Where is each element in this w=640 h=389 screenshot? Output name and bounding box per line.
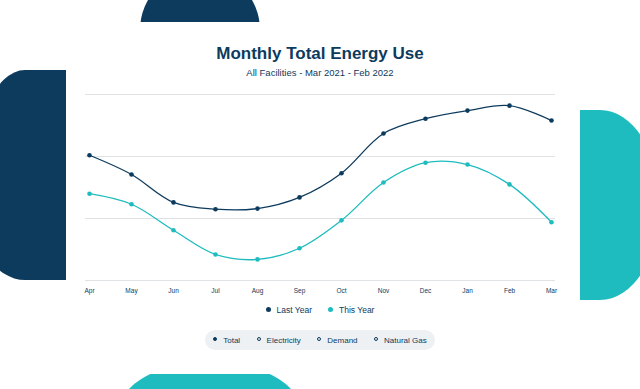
html-text:Monthly Total Energy Use: Monthly Total Energy Use (216, 44, 424, 63)
svg-text:Jan: Jan (462, 287, 473, 294)
svg-text:Sep: Sep (294, 287, 306, 295)
svg-text:Apr: Apr (84, 287, 95, 295)
svg-text:May: May (125, 287, 138, 295)
svg-text:Nov: Nov (378, 287, 390, 294)
svg-text:Oct: Oct (336, 287, 346, 294)
html-text:Electricity: Electricity (266, 335, 301, 345)
html-text:Last Year: Last Year (276, 305, 312, 315)
svg-text:Dec: Dec (420, 287, 432, 294)
html-text:This Year: This Year (339, 305, 375, 315)
svg-text:Jun: Jun (168, 287, 179, 294)
html-text:Natural Gas: Natural Gas (384, 335, 427, 345)
html-text:All Facilities - Mar 2021 - Fe: All Facilities - Mar 2021 - Feb 2022 (246, 67, 394, 78)
html-text:Demand: Demand (327, 335, 358, 345)
svg-text:Feb: Feb (504, 287, 516, 294)
html-text:Total: Total (223, 335, 241, 345)
svg-text:Jul: Jul (211, 287, 220, 294)
svg-text:Mar: Mar (546, 287, 558, 294)
svg-text:Aug: Aug (252, 287, 264, 295)
